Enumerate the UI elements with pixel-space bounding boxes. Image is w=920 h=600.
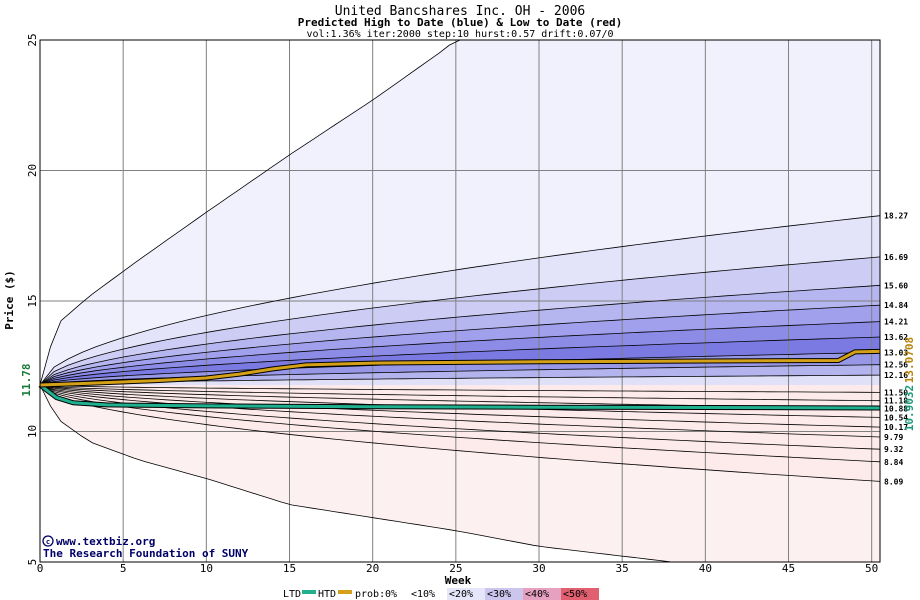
level-label-3: 14.84	[884, 301, 908, 310]
y-tick-label-2: 15	[26, 294, 39, 307]
legend-prob-label: prob:	[355, 589, 385, 600]
legend-htd-swatch	[338, 590, 352, 594]
level-line-16	[39, 384, 881, 463]
level-label-2: 15.60	[884, 281, 908, 290]
x-axis-ticks: 0 5 10 15 20 25 30 35 40 45 50	[37, 562, 879, 575]
legend-bucket-label-2: <20%	[449, 589, 473, 600]
level-label-6: 13.03	[884, 348, 908, 357]
chart-title: United Bancshares Inc. OH - 2006	[335, 4, 585, 19]
y-axis-label: Price ($)	[3, 270, 16, 330]
watermark-url: www.textbiz.org	[56, 535, 155, 548]
x-tick-label-8: 40	[699, 562, 712, 575]
level-line-2	[39, 284, 881, 386]
level-line-1	[39, 256, 881, 386]
x-tick-label-5: 25	[449, 562, 462, 575]
legend: LTD HTD prob: 0% <10% <20% <30% <40% <50%	[283, 588, 599, 600]
x-axis-label: Week	[445, 574, 472, 587]
level-labels: 18.27 16.69 15.60 14.84 14.21 13.62 13.03 12.56…	[884, 212, 908, 487]
level-lines	[39, 39, 881, 563]
plot-frame	[39, 39, 881, 563]
x-tick-label-3: 15	[283, 562, 296, 575]
x-tick-label-2: 10	[200, 562, 213, 575]
level-label-9: 11.50	[884, 388, 908, 397]
legend-bucket-label-5: <50%	[563, 589, 587, 600]
level-line-4	[39, 321, 881, 386]
level-line-5	[39, 336, 881, 386]
x-tick-label-9: 45	[782, 562, 795, 575]
level-line-15	[39, 384, 881, 450]
legend-bucket-label-3: <30%	[487, 589, 511, 600]
legend-bucket-swatch-5	[561, 588, 599, 600]
x-tick-label-1: 5	[120, 562, 127, 575]
band-high-8	[40, 375, 880, 386]
legend-bucket-label-4: <40%	[525, 589, 549, 600]
legend-bucket-swatch-3	[485, 588, 523, 600]
level-line-13	[39, 384, 881, 428]
plot-area	[38, 39, 881, 563]
legend-ltd-label: LTD	[283, 589, 301, 600]
level-label-17: 8.09	[884, 477, 903, 486]
legend-bucket-swatch-2	[447, 588, 485, 600]
legend-bucket-label-1: <10%	[411, 589, 435, 600]
level-label-12: 10.54	[884, 413, 908, 422]
level-line-3	[39, 304, 881, 386]
legend-bucket-swatch-0	[383, 588, 409, 600]
level-label-16: 8.84	[884, 458, 903, 467]
y-axis-ticks: 5 10 15 20 25	[26, 33, 39, 565]
level-label-11: 10.88	[884, 405, 908, 414]
chart-params: vol:1.36% iter:2000 step:10 hurst:0.57 d…	[306, 29, 613, 40]
y-tick-label-0: 5	[26, 559, 39, 566]
level-label-7: 12.56	[884, 361, 908, 370]
level-label-13: 10.17	[884, 423, 908, 432]
legend-bucket-swatch-4	[523, 588, 561, 600]
htd-final-label: 13.0708	[903, 337, 916, 383]
chart-subtitle: Predicted High to Date (blue) & Low to D…	[298, 16, 623, 29]
x-tick-label-4: 20	[366, 562, 379, 575]
x-tick-label-7: 35	[616, 562, 629, 575]
y-tick-label-1: 10	[26, 425, 39, 438]
level-label-10: 11.18	[884, 397, 908, 406]
copyright-icon	[42, 535, 54, 547]
legend-buckets: 0% <10% <20% <30% <40% <50%	[383, 588, 599, 600]
x-tick-label-6: 30	[532, 562, 545, 575]
watermark-org: The Research Foundation of SUNY	[43, 547, 249, 560]
copyright-letter: c	[46, 538, 50, 546]
level-label-8: 12.16	[884, 371, 908, 380]
watermark: c www.textbiz.org The Research Foundatio…	[42, 535, 249, 560]
level-line-10	[39, 384, 881, 402]
legend-htd-label: HTD	[318, 589, 336, 600]
start-price-label: 11.78	[20, 363, 33, 396]
series-lines	[38, 348, 881, 411]
y-tick-label-4: 25	[26, 33, 39, 46]
legend-bucket-label-0: 0%	[385, 589, 397, 600]
legend-ltd-swatch	[302, 590, 316, 594]
level-label-0: 18.27	[884, 212, 908, 221]
x-tick-label-0: 0	[37, 562, 44, 575]
level-label-4: 14.21	[884, 318, 908, 327]
x-tick-label-10: 50	[865, 562, 878, 575]
level-label-15: 9.32	[884, 445, 903, 454]
level-label-14: 9.79	[884, 433, 903, 442]
series-line-ltd	[39, 383, 881, 410]
level-label-1: 16.69	[884, 253, 908, 262]
level-line-0	[39, 215, 881, 386]
level-line-17	[39, 384, 881, 482]
level-line-9	[39, 384, 881, 393]
legend-bucket-swatch-1	[409, 588, 447, 600]
ltd-final-label: 10.9032	[903, 385, 916, 431]
y-tick-label-3: 20	[26, 164, 39, 177]
series-line-htd	[39, 349, 881, 387]
level-label-5: 13.62	[884, 333, 908, 342]
